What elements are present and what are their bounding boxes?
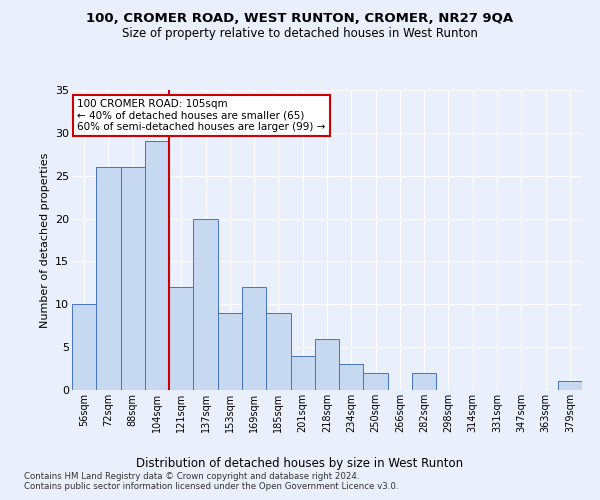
Text: 100 CROMER ROAD: 105sqm
← 40% of detached houses are smaller (65)
60% of semi-de: 100 CROMER ROAD: 105sqm ← 40% of detache… (77, 99, 325, 132)
Bar (290, 356, 315, 390)
Bar (339, 364, 364, 390)
Bar (558, 382, 582, 390)
Bar (169, 287, 193, 390)
Bar (96, 167, 121, 390)
Bar (72, 304, 96, 390)
Text: Size of property relative to detached houses in West Runton: Size of property relative to detached ho… (122, 28, 478, 40)
Y-axis label: Number of detached properties: Number of detached properties (40, 152, 50, 328)
Text: Contains HM Land Registry data © Crown copyright and database right 2024.: Contains HM Land Registry data © Crown c… (24, 472, 359, 481)
Bar (121, 167, 145, 390)
Bar (218, 313, 242, 390)
Text: 100, CROMER ROAD, WEST RUNTON, CROMER, NR27 9QA: 100, CROMER ROAD, WEST RUNTON, CROMER, N… (86, 12, 514, 26)
Bar (266, 313, 290, 390)
Bar (315, 338, 339, 390)
Bar (242, 287, 266, 390)
Bar (145, 142, 169, 390)
Text: Distribution of detached houses by size in West Runton: Distribution of detached houses by size … (136, 458, 464, 470)
Text: Contains public sector information licensed under the Open Government Licence v3: Contains public sector information licen… (24, 482, 398, 491)
Bar (364, 373, 388, 390)
Bar (193, 218, 218, 390)
Bar (412, 373, 436, 390)
